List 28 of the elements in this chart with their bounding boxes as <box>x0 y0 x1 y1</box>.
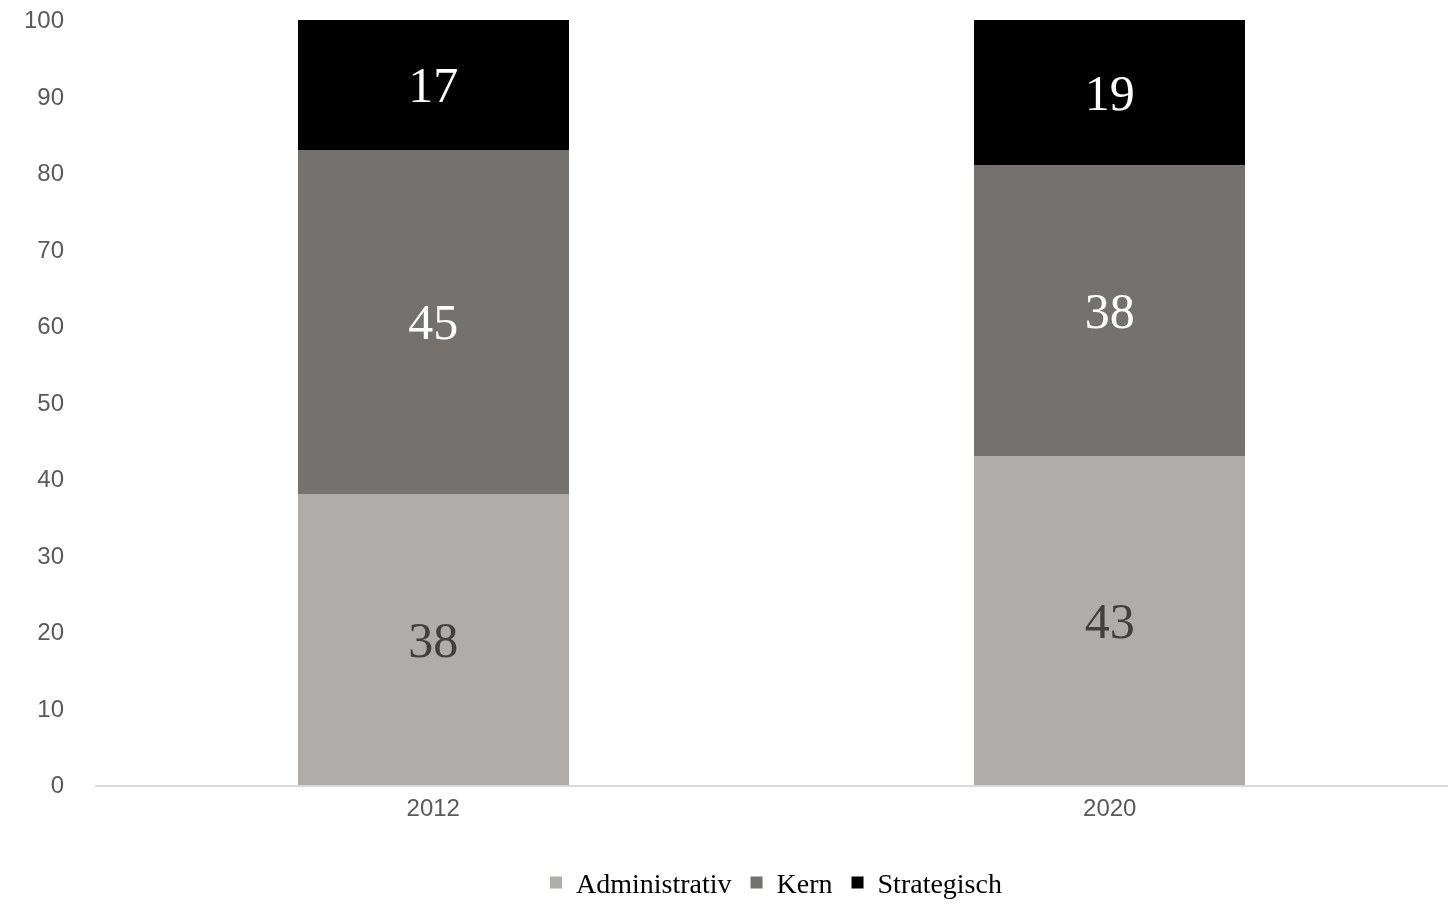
x-tick-label: 2020 <box>1083 793 1137 821</box>
y-tick-label: 30 <box>37 541 64 569</box>
bar <box>297 20 569 151</box>
y-tick-label: 60 <box>37 312 64 340</box>
y-tick-label: 90 <box>37 82 64 110</box>
y-tick-label: 0 <box>50 771 64 799</box>
y-tick-label: 70 <box>37 235 64 263</box>
legend-label: Strategisch <box>877 868 1002 900</box>
bar <box>974 456 1246 785</box>
y-tick-label: 50 <box>37 388 64 416</box>
bar <box>974 20 1246 166</box>
bar <box>297 494 569 785</box>
data-label: 45 <box>408 294 459 351</box>
data-label: 17 <box>408 57 459 114</box>
y-tick-label: 20 <box>37 618 64 646</box>
y-tick-label: 80 <box>37 159 64 187</box>
y-tick-label: 100 <box>23 6 64 34</box>
bar <box>974 165 1246 457</box>
y-tick-label: 40 <box>37 465 64 493</box>
x-tick-label: 2012 <box>406 793 460 821</box>
data-label: 19 <box>1084 64 1135 121</box>
legend-label: Kern <box>776 868 833 900</box>
y-tick-label: 10 <box>37 694 64 722</box>
data-label: 38 <box>408 611 459 668</box>
bar <box>297 150 569 495</box>
legend-label: Administrativ <box>576 868 732 900</box>
data-label: 43 <box>1084 592 1135 649</box>
data-label: 38 <box>1084 282 1135 339</box>
